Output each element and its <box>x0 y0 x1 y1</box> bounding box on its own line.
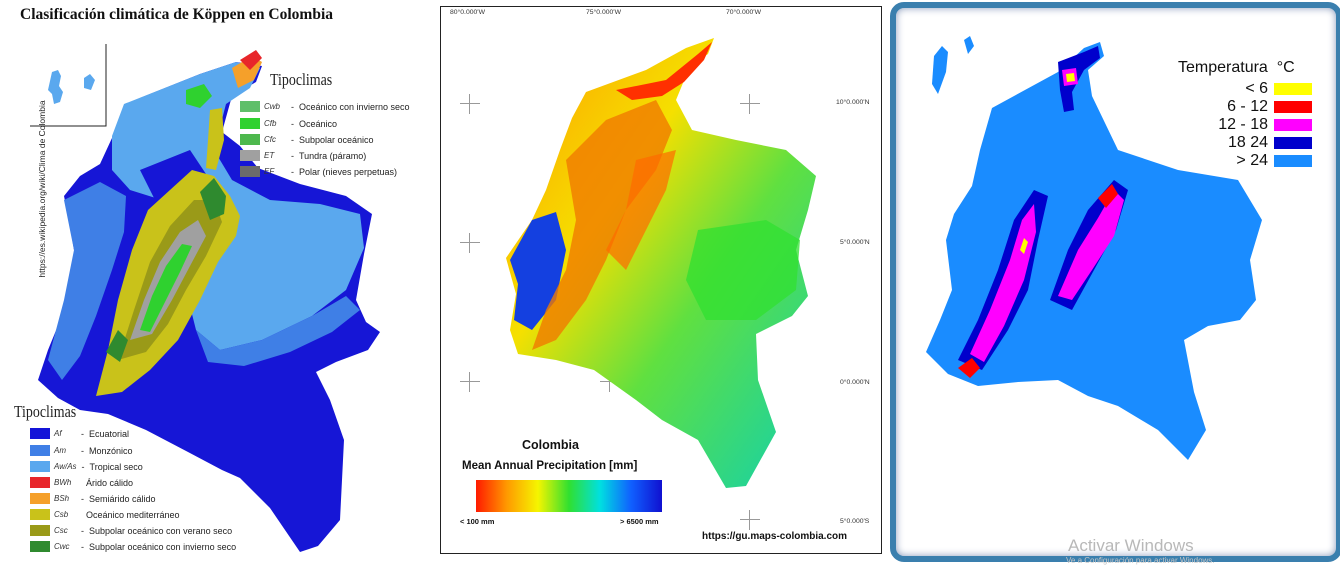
legend-top-item: ET - Tundra (páramo) <box>240 150 366 161</box>
graticule-cross <box>740 510 760 530</box>
coord-top: 70°0.000'W <box>726 9 761 16</box>
activation-watermark-sub: Ve a Configuración para activar Windows. <box>1066 556 1215 565</box>
graticule-cross <box>460 372 480 392</box>
precip-legend-max: > 6500 mm <box>620 517 659 526</box>
legend-bottom-item: BSh - Semiárido cálido <box>30 493 156 504</box>
temperature-legend-item: < 6 <box>1245 80 1312 98</box>
precip-legend-min: < 100 mm <box>460 517 495 526</box>
temperature-map-panel: Temperatura °C < 6 6 - 12 12 - 18 18 24 … <box>888 0 1340 564</box>
graticule-cross <box>740 94 760 114</box>
coord-top: 80°0.000'W <box>450 9 485 16</box>
legend-bottom-heading: Tipoclimas <box>14 402 77 421</box>
precip-legend-title: Colombia <box>522 438 579 452</box>
temperature-legend-item: 18 24 <box>1228 134 1312 152</box>
graticule-cross <box>600 372 620 392</box>
legend-bottom-item: Csb Oceánico mediterráneo <box>30 509 180 520</box>
activation-watermark: Activar Windows <box>1068 536 1194 555</box>
temperature-legend-item: 12 - 18 <box>1218 116 1312 134</box>
temperature-map <box>926 36 1262 460</box>
temperature-legend-item: > 24 <box>1236 152 1312 170</box>
precip-credit: https://gu.maps-colombia.com <box>702 531 848 542</box>
legend-bottom-item: Am - Monzónico <box>30 445 133 456</box>
legend-top-item: Cfb - Oceánico <box>240 118 337 129</box>
coord-right: 10°0.000'N <box>836 99 870 106</box>
map-frame <box>440 6 882 554</box>
coord-right: 0°0.000'N <box>840 379 870 386</box>
legend-top-item: EF - Polar (nieves perpetuas) <box>240 166 397 177</box>
graticule-cross <box>460 233 480 253</box>
precipitation-map <box>506 38 816 488</box>
legend-bottom-item: Aw/As - Tropical seco <box>30 461 143 472</box>
coord-right: 5°0.000'S <box>840 518 870 525</box>
legend-bottom-item: Csc - Subpolar oceánico con verano seco <box>30 525 232 536</box>
legend-bottom-item: BWh Árido cálido <box>30 477 133 488</box>
precip-color-ramp <box>476 480 662 512</box>
koppen-map-panel: Clasificación climática de Köppen en Col… <box>0 0 432 564</box>
temperature-legend-title: Temperatura °C <box>1178 59 1295 76</box>
graticule-cross <box>460 94 480 114</box>
legend-bottom-item: Af - Ecuatorial <box>30 428 129 439</box>
legend-bottom-item: Cwc - Subpolar oceánico con invierno seco <box>30 541 236 552</box>
koppen-map <box>38 50 380 552</box>
legend-top-heading: Tipoclimas <box>270 70 333 89</box>
coord-right: 5°0.000'N <box>840 239 870 246</box>
coord-top: 75°0.000'W <box>586 9 621 16</box>
koppen-title: Clasificación climática de Köppen en Col… <box>20 6 334 23</box>
legend-top-item: Cwb - Oceánico con invierno seco <box>240 101 410 112</box>
san-andres-inset <box>30 44 107 127</box>
precip-legend-subtitle: Mean Annual Precipitation [mm] <box>462 460 638 472</box>
temperature-legend-item: 6 - 12 <box>1227 98 1312 116</box>
precipitation-map-panel: 80°0.000'W 75°0.000'W 70°0.000'W 10°0.00… <box>436 0 886 564</box>
legend-top-item: Cfc - Subpolar oceánico <box>240 134 374 145</box>
